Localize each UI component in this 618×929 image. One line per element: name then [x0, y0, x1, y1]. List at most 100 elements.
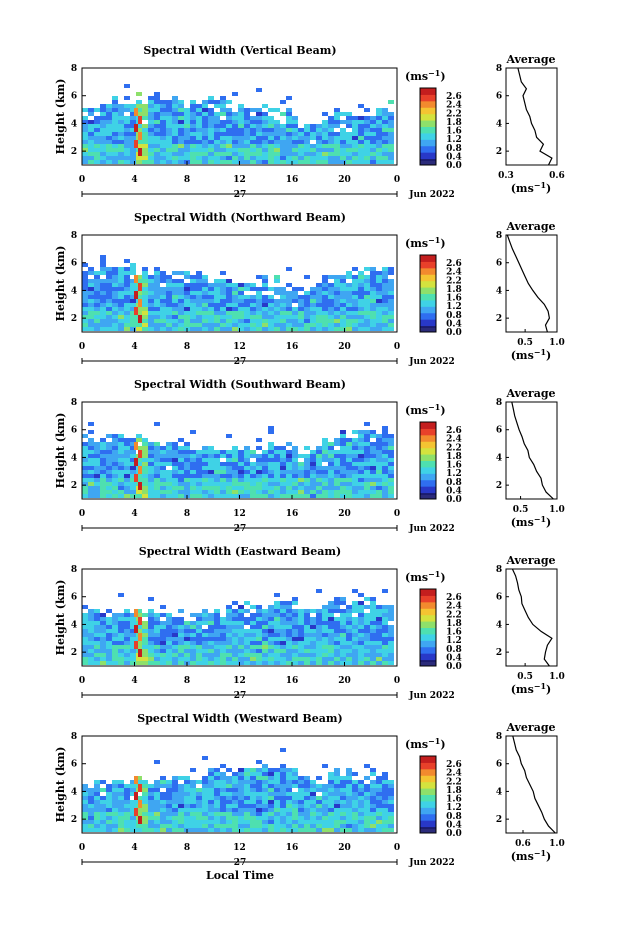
- heatmap-cell: [130, 494, 136, 498]
- heatmap-cell: [250, 645, 256, 649]
- heatmap-cell: [148, 104, 154, 108]
- heatmap-cell: [322, 629, 328, 633]
- heatmap-cell: [130, 458, 136, 462]
- heatmap-cell: [244, 629, 250, 633]
- heatmap-cell: [154, 116, 160, 120]
- heatmap-cell: [370, 772, 376, 776]
- heatmap-cell: [178, 462, 184, 466]
- heatmap-cell: [268, 808, 274, 812]
- heatmap-cell: [130, 820, 136, 824]
- heatmap-cell: [268, 812, 274, 816]
- heatmap-cell: [166, 104, 172, 108]
- heatmap-cell: [88, 283, 94, 287]
- heatmap-cell: [130, 323, 136, 327]
- heatmap-cell: [346, 327, 352, 331]
- heatmap-cell: [118, 812, 124, 816]
- heatmap-cell: [202, 788, 208, 792]
- heatmap-cell: [316, 625, 322, 629]
- heatmap-cell: [124, 609, 130, 613]
- heatmap-cell: [370, 442, 376, 446]
- heatmap-cell: [220, 128, 226, 132]
- heatmap-cell: [208, 494, 214, 498]
- heatmap-cell: [262, 780, 268, 784]
- heatmap-cell: [142, 625, 148, 629]
- heatmap-cell: [322, 136, 328, 140]
- colorbar-unit: (ms−1): [405, 235, 446, 250]
- heatmap-cell: [346, 649, 352, 653]
- heatmap-cell: [298, 307, 304, 311]
- average-y-tick-label: 6: [496, 426, 502, 436]
- heatmap-cell: [316, 124, 322, 128]
- heatmap-cell: [286, 617, 292, 621]
- heatmap-cell: [322, 132, 328, 136]
- heatmap-cell: [82, 625, 88, 629]
- heatmap-cell: [280, 490, 286, 494]
- heatmap-cell: [82, 152, 88, 156]
- heatmap-cell: [214, 824, 220, 828]
- heatmap-cell: [130, 788, 136, 792]
- heatmap-cell: [292, 613, 298, 617]
- heatmap-cell: [310, 303, 316, 307]
- average-y-tick-label: 2: [496, 147, 502, 157]
- heatmap-cell: [226, 323, 232, 327]
- heatmap-cell: [364, 323, 370, 327]
- heatmap-cell: [286, 613, 292, 617]
- heatmap-cell: [202, 776, 208, 780]
- heatmap-cell: [298, 649, 304, 653]
- heatmap-cell: [166, 315, 172, 319]
- heatmap-cell: [376, 633, 382, 637]
- heatmap-cell: [268, 780, 274, 784]
- heatmap-cell: [118, 108, 124, 112]
- heatmap-cell: [88, 637, 94, 641]
- heatmap-cell: [112, 311, 118, 315]
- heatmap-cell: [106, 661, 112, 665]
- heatmap-cell: [124, 474, 130, 478]
- heatmap-cell: [352, 629, 358, 633]
- heatmap-cell: [364, 303, 370, 307]
- heatmap-cell: [244, 478, 250, 482]
- heatmap-cell: [142, 828, 148, 832]
- heatmap-cell: [154, 96, 160, 100]
- heatmap-cell: [82, 303, 88, 307]
- heatmap-cell: [376, 462, 382, 466]
- heatmap-cell: [328, 804, 334, 808]
- heatmap-cell: [112, 446, 118, 450]
- heatmap-cell: [310, 804, 316, 808]
- heatmap-cell: [94, 319, 100, 323]
- heatmap-cell: [352, 327, 358, 331]
- heatmap-cell: [262, 494, 268, 498]
- heatmap-cell: [340, 112, 346, 116]
- heatmap-cell: [364, 474, 370, 478]
- heatmap-cell: [226, 486, 232, 490]
- average-y-tick-label: 4: [496, 286, 502, 296]
- heatmap-cell: [262, 804, 268, 808]
- heatmap-cell: [220, 816, 226, 820]
- heatmap-cell: [376, 609, 382, 613]
- average-y-tick-label: 4: [496, 119, 502, 129]
- heatmap-cell: [328, 327, 334, 331]
- heatmap-cell: [262, 641, 268, 645]
- heatmap-cell: [94, 144, 100, 148]
- heatmap-cell: [358, 152, 364, 156]
- heatmap-cell: [292, 601, 298, 605]
- heatmap-cell: [202, 653, 208, 657]
- colorbar-tick-label: 2.6: [446, 760, 462, 770]
- heatmap-cell: [274, 804, 280, 808]
- heatmap-cell: [298, 319, 304, 323]
- heatmap-cell: [172, 629, 178, 633]
- heatmap-cell: [298, 784, 304, 788]
- heatmap-cell: [244, 768, 250, 772]
- heatmap-cell: [280, 494, 286, 498]
- heatmap-cell: [160, 657, 166, 661]
- heatmap-cell: [334, 804, 340, 808]
- heatmap-cell: [352, 657, 358, 661]
- heatmap-cell: [160, 315, 166, 319]
- heatmap-cell: [328, 661, 334, 665]
- heatmap-cell: [310, 319, 316, 323]
- heatmap-cell: [112, 144, 118, 148]
- heatmap-cell: [304, 788, 310, 792]
- heatmap-cell: [364, 478, 370, 482]
- heatmap-cell: [130, 613, 136, 617]
- heatmap-cell: [310, 307, 316, 311]
- heatmap-cell: [280, 828, 286, 832]
